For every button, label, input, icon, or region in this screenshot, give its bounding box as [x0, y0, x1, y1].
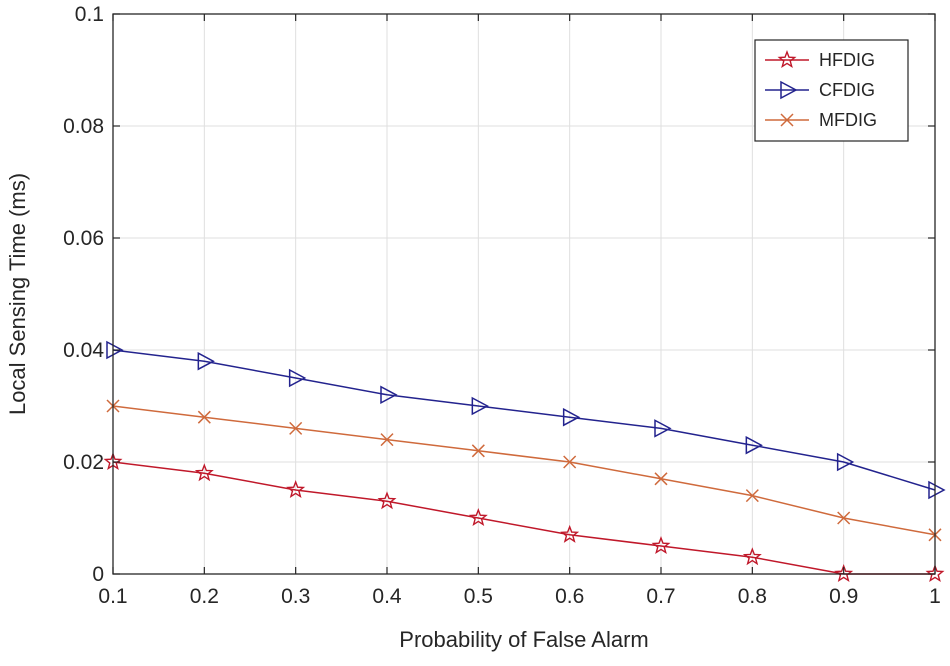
x-tick-label: 0.4 — [372, 585, 402, 608]
data-point-mfdig — [197, 410, 211, 424]
data-point-hfdig — [834, 564, 854, 583]
legend-marker-cfdig — [780, 80, 798, 100]
y-axis-label: Local Sensing Time (ms) — [5, 173, 30, 415]
y-tick-label: 0.04 — [63, 339, 104, 362]
series-line-cfdig — [112, 349, 936, 491]
legend-label-hfdig: HFDIG — [819, 50, 875, 70]
data-point-hfdig — [742, 547, 762, 566]
legend-label-cfdig: CFDIG — [819, 80, 875, 100]
data-point-cfdig — [928, 480, 946, 500]
x-tick-label: 0.9 — [829, 585, 858, 608]
data-point-hfdig — [925, 564, 945, 583]
legend: HFDIG CFDIG MFDIG — [754, 39, 909, 142]
x-ticks: 0.1 0.2 0.3 0.4 0.5 0.6 0.7 0.8 0.9 1 — [98, 14, 941, 608]
x-tick-label: 0.3 — [281, 585, 310, 608]
x-tick-label: 0.2 — [190, 585, 219, 608]
x-tick-label: 0.8 — [738, 585, 767, 608]
data-point-mfdig — [837, 511, 851, 525]
series-group — [103, 340, 946, 583]
x-tick-label: 0.1 — [98, 585, 127, 608]
series-mfdig — [106, 399, 942, 542]
data-point-mfdig — [289, 421, 303, 435]
data-point-cfdig — [745, 435, 763, 455]
data-point-cfdig — [471, 396, 489, 416]
legend-marker-hfdig — [777, 50, 797, 69]
series-line-mfdig — [112, 405, 936, 536]
data-point-cfdig — [562, 407, 581, 427]
plot-frame — [112, 13, 936, 575]
data-point-cfdig — [654, 419, 672, 438]
x-tick-label: 0.5 — [464, 585, 493, 608]
data-point-hfdig — [468, 508, 488, 527]
x-tick-label: 0.6 — [555, 585, 584, 608]
data-point-hfdig — [286, 480, 306, 499]
y-tick-label: 0 — [92, 563, 104, 586]
series-hfdig — [103, 452, 945, 583]
legend-marker-mfdig — [780, 113, 794, 127]
data-point-cfdig — [106, 340, 124, 360]
y-tick-label: 0.08 — [63, 115, 104, 138]
y-tick-label: 0.02 — [63, 451, 104, 474]
series-line-hfdig — [112, 461, 935, 575]
data-point-hfdig — [194, 463, 214, 482]
data-point-cfdig — [836, 452, 855, 472]
data-point-mfdig — [745, 489, 759, 503]
legend-label-mfdig: MFDIG — [819, 110, 877, 130]
data-point-hfdig — [651, 536, 671, 555]
data-point-cfdig — [197, 351, 215, 371]
data-point-mfdig — [380, 433, 394, 447]
data-point-mfdig — [654, 472, 668, 486]
x-tick-label: 1 — [929, 585, 941, 608]
data-point-cfdig — [380, 385, 398, 405]
x-axis-label: Probability of False Alarm — [399, 627, 648, 652]
data-point-mfdig — [563, 455, 577, 469]
y-tick-label: 0.06 — [63, 227, 104, 250]
data-point-mfdig — [471, 444, 485, 458]
data-point-hfdig — [560, 524, 580, 543]
y-ticks: 0 0.02 0.04 0.06 0.08 0.1 — [63, 3, 935, 586]
data-point-cfdig — [288, 368, 307, 388]
data-point-hfdig — [377, 491, 397, 510]
y-tick-label: 0.1 — [75, 3, 104, 26]
x-tick-label: 0.7 — [646, 585, 675, 608]
series-cfdig — [106, 340, 946, 500]
